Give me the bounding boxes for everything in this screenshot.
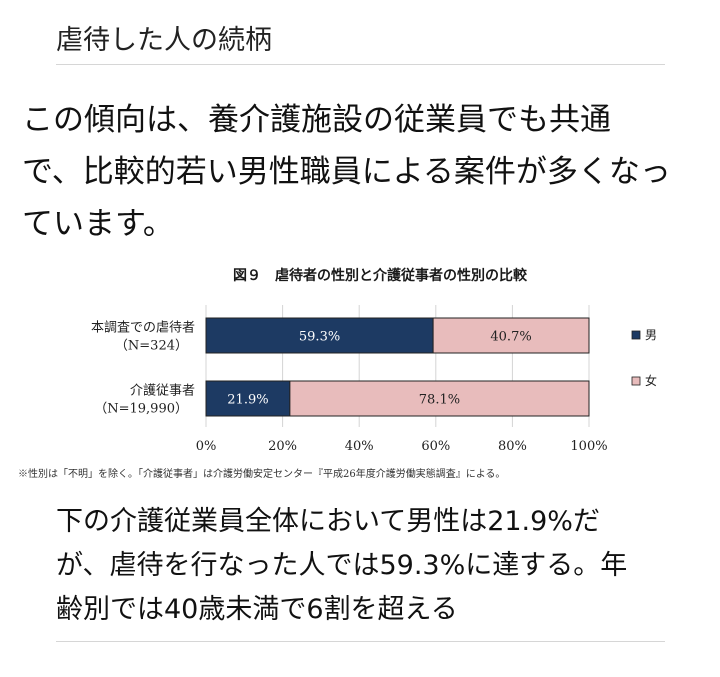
paragraph-line: 齢別では40歳未満で6割を超える xyxy=(56,594,458,625)
category-sublabel: （N=19,990） xyxy=(94,402,188,417)
x-tick-label: 60% xyxy=(421,439,450,454)
chart-note: ※性別は「不明」を除く。「介護従事者」は介護労働安定センター『平成26年度介護労… xyxy=(18,467,505,480)
bar-data-label: 40.7% xyxy=(490,330,531,345)
bar-segment xyxy=(289,380,590,417)
category-label: 介護従事者 xyxy=(130,383,195,399)
chart-title: 図９ 虐待者の性別と介護従事者の性別の比較 xyxy=(233,267,528,284)
paragraph-line: が、虐待を行なった人では59.3%に達する。年 xyxy=(56,550,628,581)
body-paragraph-2: 下の介護従業員全体において男性は21.9%だ が、虐待を行なった人では59.3%… xyxy=(56,500,696,632)
section-heading: 虐待した人の続柄 xyxy=(56,25,272,56)
x-tick-label: 80% xyxy=(498,439,527,454)
chart-category-labels: 本調査での虐待者 （N=324） 介護従事者 （N=19,990） xyxy=(91,320,195,417)
legend-swatch xyxy=(631,330,641,340)
chart-legend: 男女 xyxy=(631,328,657,388)
figure-chart: 図９ 虐待者の性別と介護従事者の性別の比較 59.3% 40.7% 21.9% 78.… xyxy=(18,267,657,480)
paragraph-line: で、比較的若い男性職員による案件が多くなっ xyxy=(22,154,671,190)
paragraph-line: この傾向は、養介護施設の従業員でも共通 xyxy=(22,102,611,138)
category-sublabel: （N=324） xyxy=(115,339,188,354)
body-paragraph-1: この傾向は、養介護施設の従業員でも共通 で、比較的若い男性職員による案件が多くな… xyxy=(22,94,702,250)
bar-data-label: 78.1% xyxy=(419,393,460,408)
x-tick-label: 40% xyxy=(345,439,374,454)
divider-top xyxy=(56,64,665,65)
divider-bottom xyxy=(56,641,665,642)
bar-data-label: 21.9% xyxy=(227,393,268,408)
bar-data-label: 59.3% xyxy=(299,330,340,345)
bar-segment xyxy=(205,317,434,354)
legend-swatch xyxy=(631,376,641,386)
chart-bars: 59.3% 40.7% 21.9% 78.1% xyxy=(205,317,590,417)
paragraph-line: 下の介護従業員全体において男性は21.9%だ xyxy=(56,506,600,537)
bar-segment xyxy=(432,317,590,354)
chart-x-ticks: 0% 20% 40% 60% 80% 100% xyxy=(196,439,608,454)
category-label: 本調査での虐待者 xyxy=(91,320,195,336)
paragraph-line: ています。 xyxy=(22,206,174,242)
x-tick-label: 100% xyxy=(570,439,607,454)
legend-label: 女 xyxy=(645,373,657,388)
legend-label: 男 xyxy=(645,328,657,342)
x-tick-label: 0% xyxy=(196,439,217,454)
x-tick-label: 20% xyxy=(268,439,297,454)
